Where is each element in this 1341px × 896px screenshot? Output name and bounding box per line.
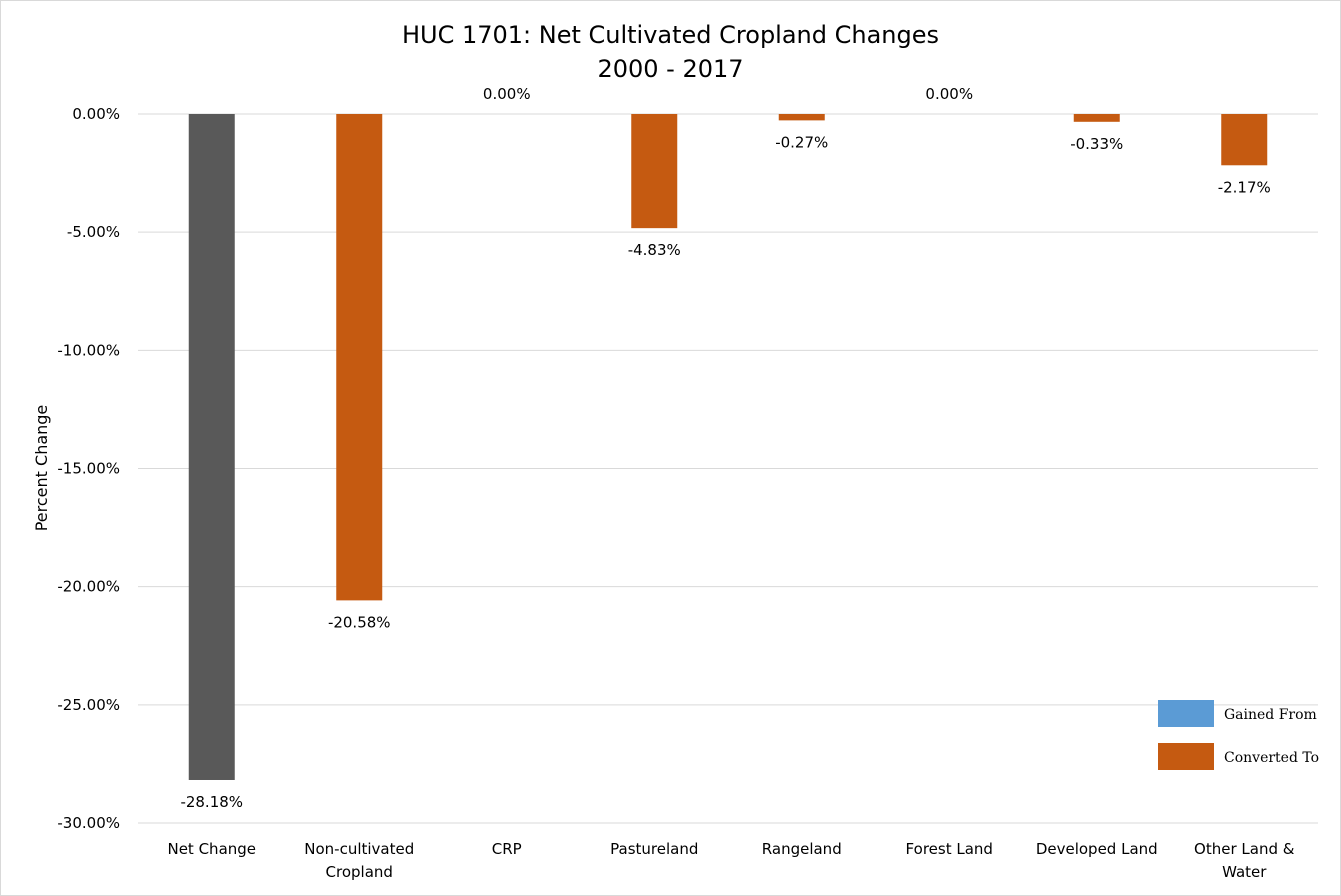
data-label: -0.27% (775, 133, 828, 151)
data-label: -2.17% (1218, 178, 1271, 196)
legend-swatch (1158, 700, 1214, 727)
bars (188, 114, 1268, 780)
x-tick-label: Other Land & Water (1194, 840, 1295, 881)
legend-label: Converted To (1224, 750, 1319, 766)
data-label: -20.58% (328, 613, 391, 631)
bar (778, 114, 825, 121)
x-tick-label-line: Non-cultivated (304, 840, 414, 858)
x-tick-label-line: Developed Land (1036, 840, 1158, 858)
bar (631, 114, 678, 229)
x-axis-ticks: Net Change Non-cultivated Cropland CRP Pastu… (167, 840, 1294, 881)
bar (336, 114, 383, 601)
y-tick-label: 0.00% (72, 105, 120, 123)
y-tick-label: -10.00% (57, 341, 120, 359)
x-tick-label: Net Change (167, 840, 256, 858)
y-axis-ticks: 0.00% -5.00% -10.00% -15.00% -20.00% -25.00% -… (57, 105, 120, 832)
x-tick-label-line: Water (1222, 863, 1267, 881)
y-tick-label: -30.00% (57, 814, 120, 832)
data-label: 0.00% (483, 85, 531, 103)
chart-title: HUC 1701: Net Cultivated Cropland Change… (0, 18, 1341, 86)
x-tick-label-line: Forest Land (906, 840, 993, 858)
x-tick-label-line: CRP (492, 840, 522, 858)
chart-subtitle: 2000 - 2017 (597, 55, 744, 83)
legend-swatch (1158, 743, 1214, 770)
x-tick-label: Forest Land (906, 840, 993, 858)
gridlines (138, 113, 1318, 824)
x-tick-label-line: Cropland (326, 863, 393, 881)
data-label: -4.83% (628, 241, 681, 259)
data-label: 0.00% (925, 85, 973, 103)
x-tick-label: CRP (492, 840, 522, 858)
legend: Gained From Converted To (1158, 700, 1319, 770)
x-tick-label-line: Other Land & (1194, 840, 1295, 858)
x-tick-label: Rangeland (762, 840, 842, 858)
x-tick-label: Non-cultivated Cropland (304, 840, 414, 881)
y-tick-label: -5.00% (67, 223, 120, 241)
bar (1221, 114, 1268, 166)
chart-title-line: HUC 1701: Net Cultivated Cropland Change… (401, 21, 940, 49)
y-tick-label: -25.00% (57, 696, 120, 714)
x-tick-label-line: Rangeland (762, 840, 842, 858)
x-tick-label: Developed Land (1036, 840, 1158, 858)
legend-label: Gained From (1224, 707, 1317, 723)
x-tick-label: Pastureland (610, 840, 698, 858)
data-label: -0.33% (1070, 135, 1123, 153)
x-tick-label-line: Pastureland (610, 840, 698, 858)
x-tick-label-line: Net Change (167, 840, 256, 858)
data-label: -28.18% (180, 793, 243, 811)
y-tick-label: -15.00% (57, 460, 120, 478)
bar (1073, 114, 1120, 122)
data-labels: -28.18% -20.58% 0.00% -4.83% -0.27% 0.00% -0.3… (180, 85, 1270, 811)
y-axis-title: Percent Change (32, 405, 51, 532)
bar (188, 114, 235, 780)
y-tick-label: -20.00% (57, 578, 120, 596)
